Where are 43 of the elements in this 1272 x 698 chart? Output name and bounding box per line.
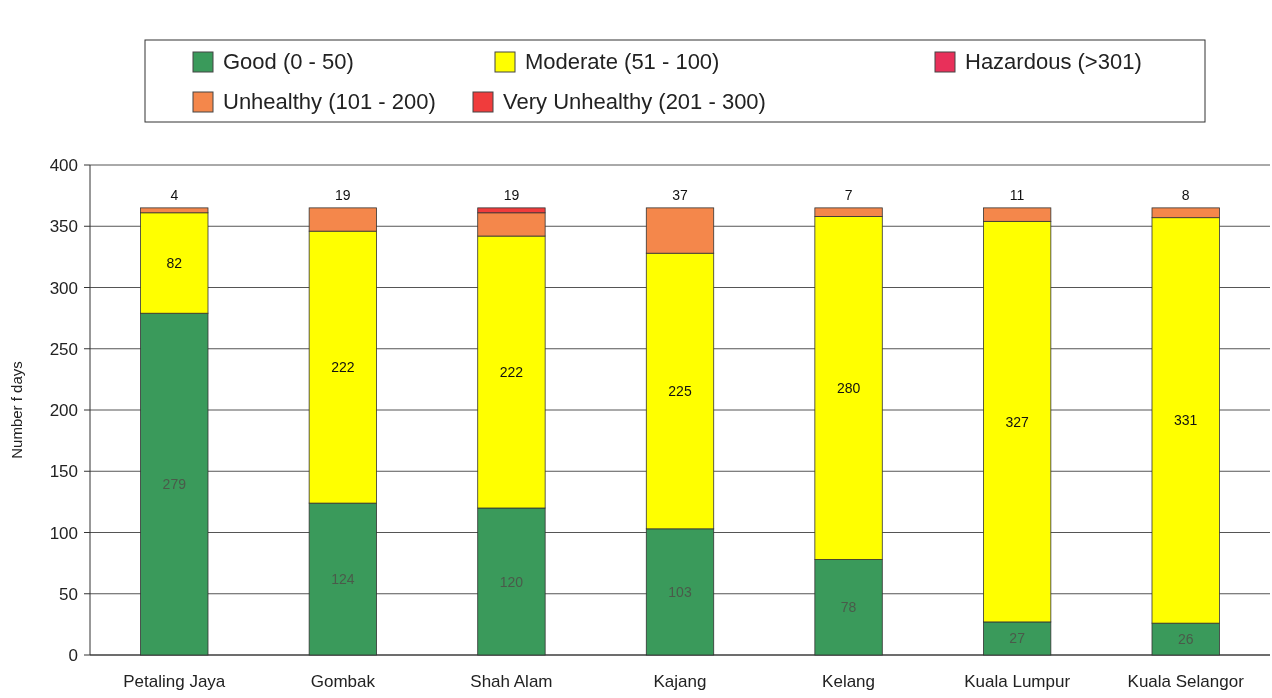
data-label: 19: [335, 186, 351, 203]
data-label: 11: [1009, 186, 1025, 203]
x-tick-label: Kelang: [822, 672, 876, 691]
legend-label: Unhealthy (101 - 200): [223, 89, 436, 114]
data-label: 4: [170, 186, 179, 203]
legend-label: Moderate (51 - 100): [525, 49, 720, 74]
legend-label: Very Unhealthy (201 - 300): [503, 89, 766, 114]
x-tick-label: Kuala Selangor: [1127, 672, 1245, 691]
data-label: 7: [844, 186, 853, 203]
data-label: 225: [668, 383, 692, 400]
y-tick-label: 50: [59, 584, 78, 604]
y-axis-title: Number f days: [8, 361, 25, 459]
data-label: 27: [1009, 630, 1026, 647]
legend-label: Good (0 - 50): [223, 49, 354, 74]
y-tick-label: 100: [49, 523, 78, 543]
x-tick-label: Kajang: [653, 672, 707, 691]
data-label: 124: [331, 571, 355, 588]
y-tick-label: 400: [49, 156, 78, 175]
y-tick-label: 350: [49, 217, 78, 237]
x-tick-label: Shah Alam: [470, 672, 553, 691]
data-label: 222: [331, 359, 355, 376]
data-label: 82: [166, 255, 183, 271]
data-label: 78: [840, 599, 857, 616]
y-tick-label: 250: [49, 339, 78, 359]
data-label: 103: [668, 583, 692, 600]
data-label: 19: [503, 186, 520, 203]
data-label: 280: [836, 379, 861, 396]
y-tick-label: 300: [49, 278, 78, 298]
y-tick-label: 150: [49, 462, 78, 482]
data-label: 222: [499, 364, 524, 381]
data-label: 120: [499, 573, 524, 590]
data-label: 331: [1174, 412, 1198, 429]
data-label: 279: [162, 476, 187, 493]
x-tick-label: Petaling Jaya: [123, 672, 226, 691]
x-tick-label: Kuala Lumpur: [964, 672, 1071, 691]
data-label: 8: [1181, 186, 1190, 203]
legend-label: Hazardous (>301): [965, 49, 1142, 74]
data-label: 37: [672, 186, 688, 203]
data-label: 26: [1177, 631, 1194, 648]
y-tick-label: 0: [68, 646, 78, 665]
data-label: 327: [1005, 413, 1030, 430]
x-tick-label: Gombak: [310, 672, 376, 691]
y-tick-label: 200: [49, 401, 78, 420]
